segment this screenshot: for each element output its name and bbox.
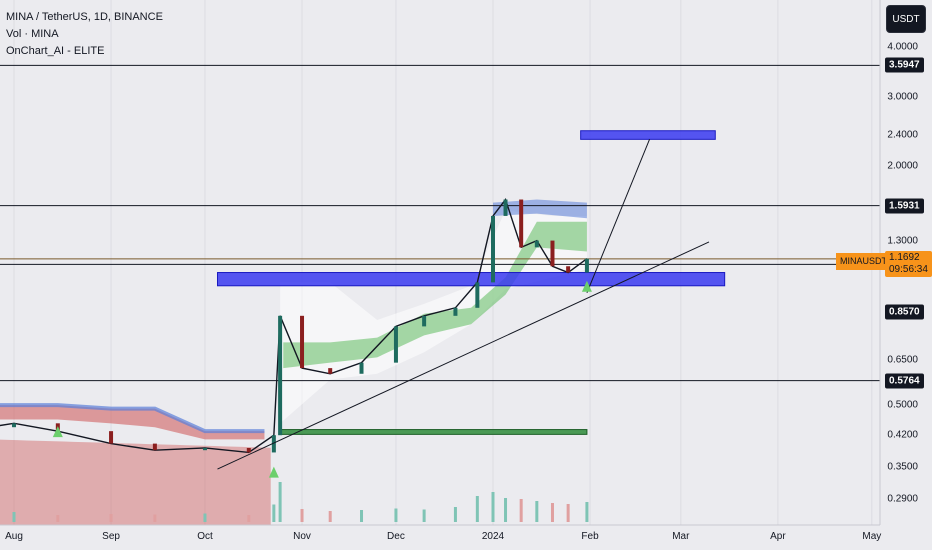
price-candle: [453, 307, 458, 316]
volume-bar: [56, 515, 60, 522]
price-candle: [328, 368, 333, 374]
projection-path-line: [586, 139, 650, 294]
target-zone: [580, 130, 716, 140]
price-candle: [519, 199, 524, 248]
bullish-blue-band: [493, 199, 587, 219]
volume-bar: [300, 509, 304, 522]
volume-bar: [360, 510, 364, 522]
volume-bar: [585, 502, 589, 522]
bearish-cloud-edge: [0, 403, 265, 434]
current-price-value: 1.1692: [889, 252, 920, 263]
current-price-label: 1.1692 09:56:34: [885, 251, 932, 277]
volume-bar: [504, 498, 508, 522]
price-candle: [202, 447, 207, 451]
onchart-ai-indicator-label[interactable]: OnChart_AI - ELITE: [6, 45, 105, 57]
ascending-trend-line: [217, 241, 710, 470]
price-candle: [300, 315, 305, 369]
volume-bar: [247, 515, 251, 522]
price-candle: [550, 240, 555, 267]
volume-bar: [566, 504, 570, 522]
price-candle: [152, 443, 157, 451]
price-candle: [534, 240, 539, 248]
price-candle: [12, 423, 16, 428]
volume-bar: [109, 514, 113, 522]
bullish-green-band: [283, 221, 587, 369]
price-candle: [359, 362, 364, 374]
price-candle: [475, 282, 480, 308]
volume-bar: [328, 511, 332, 522]
volume-bar: [491, 492, 495, 522]
price-candle: [278, 315, 283, 436]
symbol-price-tag: MINAUSDT: [836, 253, 891, 270]
price-candle: [271, 435, 276, 453]
volume-bar: [519, 499, 523, 522]
price-candle: [246, 447, 251, 453]
chart-legend: MINA / TetherUS, 1D, BINANCE Vol · MINA …: [6, 9, 163, 60]
price-candle: [491, 215, 495, 283]
volume-bar: [153, 514, 157, 522]
price-candle: [393, 326, 398, 363]
price-candle: [109, 431, 114, 444]
volume-bar: [550, 503, 554, 522]
price-candle: [584, 258, 589, 273]
volume-bar: [453, 507, 457, 522]
volume-bar: [422, 509, 426, 522]
volume-bar: [535, 501, 539, 522]
symbol-title[interactable]: MINA / TetherUS, 1D, BINANCE: [6, 11, 163, 23]
volume-bar: [278, 482, 282, 522]
bearish-cloud-band: [0, 405, 265, 440]
bearish-fill-area: [0, 439, 271, 525]
buy-signal-marker: [52, 426, 63, 438]
volume-bar: [475, 496, 479, 522]
volume-indicator-label[interactable]: Vol · MINA: [6, 28, 59, 40]
price-series-line: [0, 198, 588, 454]
currency-button[interactable]: USDT: [886, 5, 926, 33]
volume-bar: [203, 513, 207, 522]
price-candle: [503, 199, 508, 216]
green-zone: [279, 429, 588, 435]
price-candle: [566, 266, 571, 273]
volume-bar: [394, 508, 398, 522]
volume-bar: [12, 512, 16, 522]
buy-signal-marker: [268, 466, 279, 478]
bar-countdown: 09:56:34: [889, 264, 928, 275]
support-zone: [216, 272, 726, 287]
price-candle: [422, 315, 427, 327]
buy-signal-marker: [581, 280, 592, 292]
volume-bar: [272, 504, 276, 522]
